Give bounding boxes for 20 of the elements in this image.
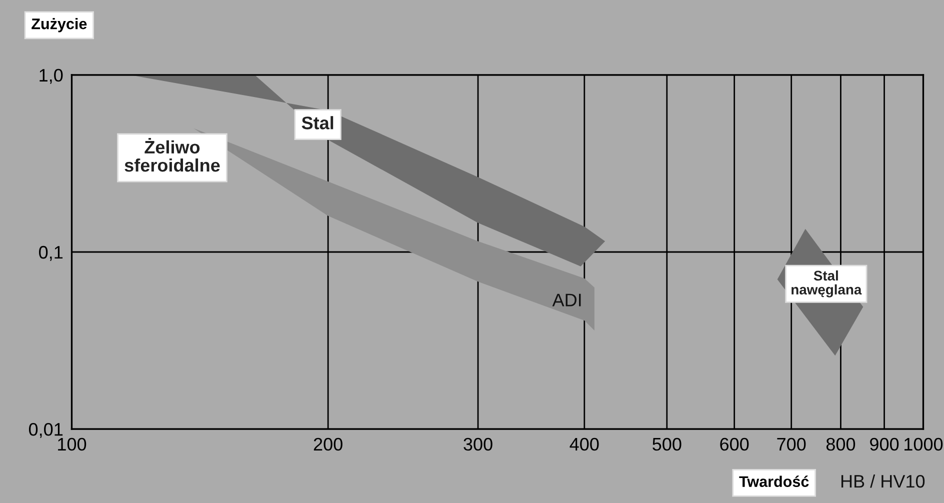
series-label: Stal (302, 116, 334, 130)
x-tick-label: 300 (464, 438, 492, 451)
x-tick-label: 200 (314, 438, 342, 451)
text: HB / HV10 (841, 474, 925, 488)
y-tick-label: 1,0 (40, 68, 63, 84)
x-tick-label: 800 (826, 438, 856, 451)
x-axis-title: Twardość (739, 476, 809, 487)
x-tick-label: 100 (58, 438, 86, 451)
x-tick-label: 400 (570, 438, 599, 451)
annotation: ADI (552, 294, 581, 306)
x-tick-label: 1000 (904, 438, 943, 451)
y-tick-label: 0,1 (39, 246, 63, 261)
y-axis-title: Zużycie (32, 18, 87, 32)
y-tick-label: 0,01 (28, 422, 63, 438)
x-tick-label: 500 (652, 438, 682, 451)
series-label: Stal nawęglana (792, 270, 862, 298)
x-tick-label: 600 (720, 438, 749, 451)
x-tick-label: 700 (777, 438, 806, 451)
series-label: Żeliwo sferoidalne (124, 138, 220, 172)
x-tick-label: 900 (870, 438, 899, 451)
